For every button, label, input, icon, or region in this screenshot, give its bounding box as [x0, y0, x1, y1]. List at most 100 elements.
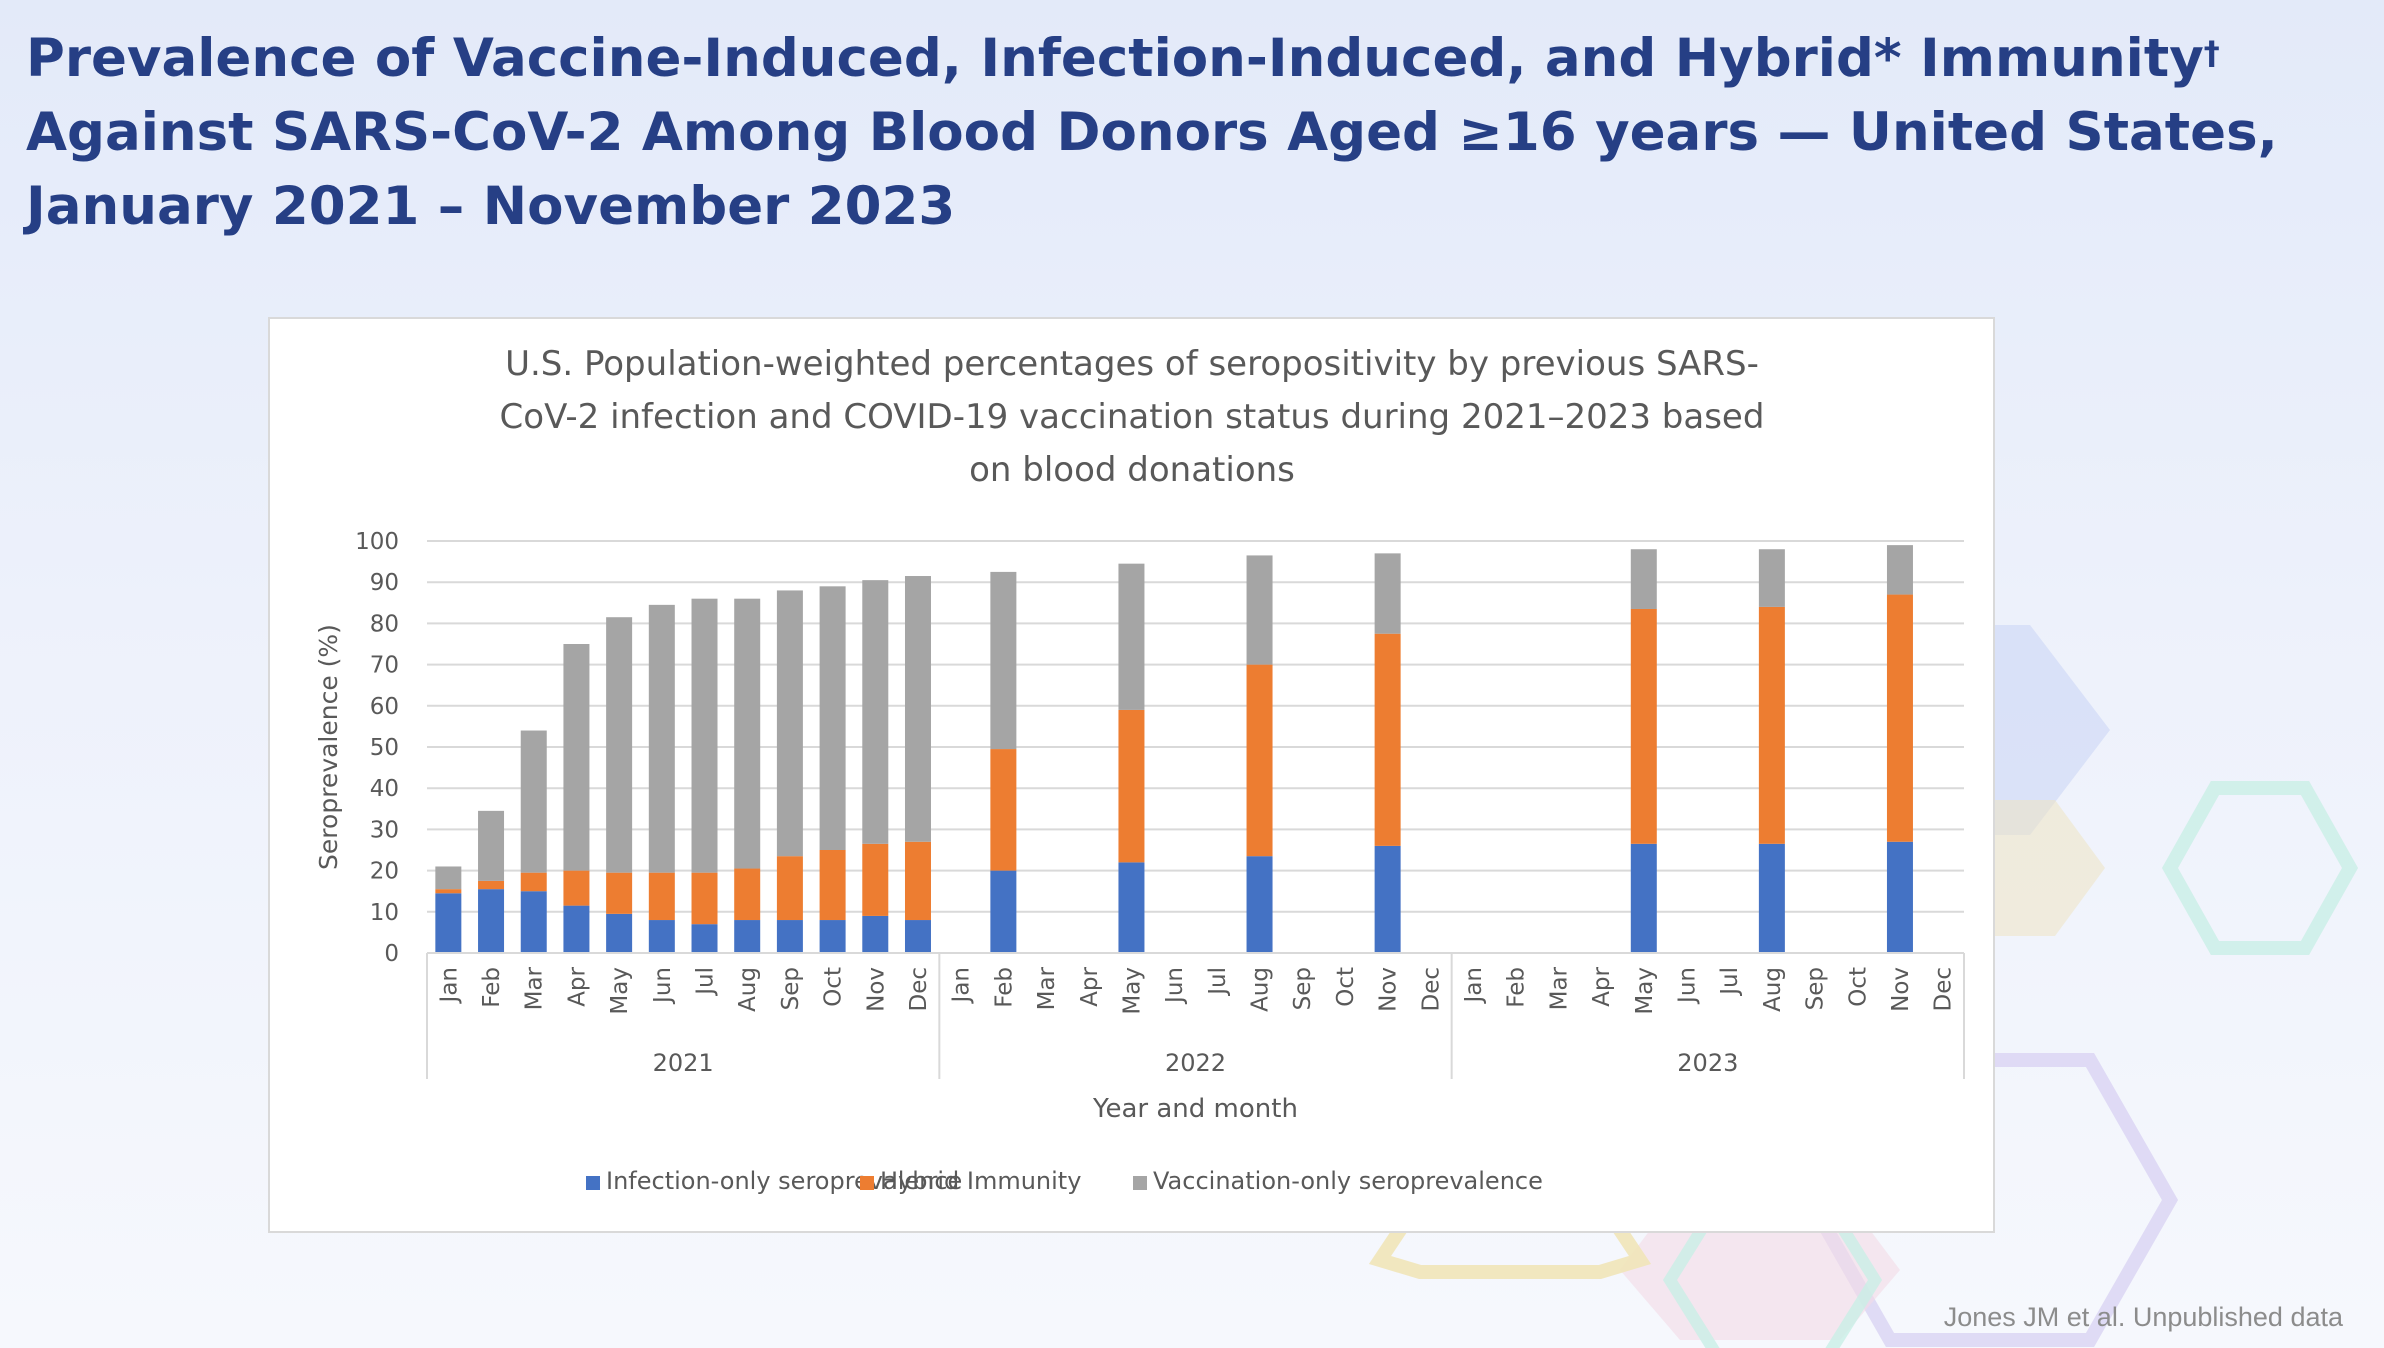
x-tick-month-label: Apr — [1589, 966, 1615, 1006]
source-note: Jones JM et al. Unpublished data — [1943, 1302, 2343, 1332]
bar-vaccination-only — [478, 810, 505, 881]
y-tick-label: 60 — [370, 694, 399, 720]
legend-label: Infection-only seroprevalence — [606, 1167, 962, 1195]
x-tick-month-label: Dec — [906, 967, 932, 1012]
chart-title-line: U.S. Population-weighted percentages of … — [505, 344, 1759, 384]
bar-hybrid-immunity — [734, 868, 761, 921]
bar-hybrid-immunity — [648, 872, 675, 921]
x-tick-month-label: Dec — [1931, 967, 1957, 1012]
bar-infection-only — [520, 891, 547, 953]
bar-hybrid-immunity — [1630, 608, 1657, 844]
bar-infection-only — [990, 870, 1017, 953]
x-tick-month-label: Mar — [1034, 966, 1060, 1010]
x-tick-month-label: Feb — [991, 967, 1017, 1008]
bar-vaccination-only — [1246, 555, 1273, 665]
slide-title: Prevalence of Vaccine-Induced, Infection… — [26, 22, 2356, 244]
x-tick-month-label: Feb — [1504, 967, 1530, 1008]
x-tick-month-label: Jun — [1674, 967, 1700, 1005]
x-tick-month-label: May — [1119, 967, 1145, 1015]
chart-title-line: CoV-2 infection and COVID-19 vaccination… — [500, 397, 1765, 437]
x-tick-month-label: Jul — [693, 967, 719, 997]
bar-hybrid-immunity — [478, 880, 505, 890]
bar-vaccination-only — [862, 580, 889, 844]
bar-hybrid-immunity — [819, 850, 846, 921]
bar-vaccination-only — [819, 586, 846, 850]
bar-infection-only — [1758, 843, 1785, 953]
x-tick-month-label: Jul — [1717, 967, 1743, 997]
x-tick-year-label: 2023 — [1677, 1049, 1738, 1077]
x-tick-month-label: Sep — [778, 967, 804, 1010]
bar-hybrid-immunity — [563, 870, 590, 906]
x-tick-month-label: Jun — [1162, 967, 1188, 1005]
x-tick-year-label: 2022 — [1165, 1049, 1226, 1077]
x-tick-month-label: Nov — [1376, 967, 1402, 1012]
bar-hybrid-immunity — [435, 889, 462, 894]
x-tick-month-label: Nov — [1888, 967, 1914, 1012]
y-tick-label: 70 — [370, 653, 399, 679]
x-tick-month-label: Aug — [735, 967, 761, 1012]
x-tick-month-label: Jun — [650, 967, 676, 1005]
x-tick-month-label: Oct — [1845, 967, 1871, 1007]
bar-vaccination-only — [606, 617, 633, 873]
bar-infection-only — [563, 905, 590, 953]
bar-infection-only — [1886, 841, 1913, 953]
y-tick-label: 30 — [370, 817, 399, 843]
x-tick-month-label: Feb — [479, 967, 505, 1008]
bar-vaccination-only — [1374, 553, 1401, 634]
bar-hybrid-immunity — [1246, 664, 1273, 857]
legend-label: Hybrid Immunity — [880, 1167, 1081, 1195]
bar-vaccination-only — [563, 644, 590, 871]
x-axis-label: Year and month — [1092, 1094, 1298, 1124]
x-tick-month-label: Jan — [949, 967, 975, 1004]
bar-infection-only — [776, 920, 803, 953]
bar-vaccination-only — [648, 604, 675, 873]
bar-infection-only — [904, 920, 931, 953]
x-tick-month-label: Aug — [1760, 967, 1786, 1012]
x-tick-year-label: 2021 — [653, 1049, 714, 1077]
bar-vaccination-only — [990, 571, 1017, 750]
bar-vaccination-only — [691, 598, 718, 873]
bar-vaccination-only — [1118, 563, 1145, 710]
bar-infection-only — [606, 913, 633, 953]
bar-hybrid-immunity — [862, 843, 889, 916]
legend-swatch — [586, 1176, 600, 1190]
bar-vaccination-only — [1758, 549, 1785, 607]
y-tick-label: 20 — [370, 859, 399, 885]
bar-hybrid-immunity — [1886, 594, 1913, 842]
y-tick-label: 80 — [370, 611, 399, 637]
x-tick-month-label: May — [1632, 967, 1658, 1015]
x-tick-month-label: Apr — [564, 966, 590, 1006]
x-tick-month-label: Sep — [1803, 967, 1829, 1010]
bar-infection-only — [1630, 843, 1657, 953]
x-tick-month-label: Dec — [1418, 967, 1444, 1012]
legend-swatch — [1133, 1176, 1147, 1190]
bar-vaccination-only — [435, 866, 462, 890]
chart-title-line: on blood donations — [969, 450, 1295, 490]
x-tick-month-label: Aug — [1248, 967, 1274, 1012]
bar-hybrid-immunity — [904, 841, 931, 921]
bar-infection-only — [734, 920, 761, 953]
bar-vaccination-only — [1630, 549, 1657, 609]
bar-infection-only — [1246, 856, 1273, 953]
bar-hybrid-immunity — [1118, 709, 1145, 863]
x-tick-month-label: Apr — [1077, 966, 1103, 1006]
x-tick-month-label: Jan — [1461, 967, 1487, 1004]
x-tick-month-label: Mar — [522, 966, 548, 1010]
x-tick-month-label: Oct — [1333, 967, 1359, 1007]
x-tick-month-label: Mar — [1546, 966, 1572, 1010]
bar-infection-only — [1374, 845, 1401, 953]
bar-infection-only — [862, 915, 889, 953]
hexagon-shape — [2161, 781, 2359, 955]
legend-swatch — [860, 1176, 874, 1190]
bar-vaccination-only — [734, 598, 761, 869]
bar-hybrid-immunity — [776, 856, 803, 921]
x-tick-month-label: Sep — [1290, 967, 1316, 1010]
x-tick-month-label: Jul — [1205, 967, 1231, 997]
y-tick-label: 0 — [384, 941, 399, 967]
bar-hybrid-immunity — [1374, 633, 1401, 846]
bar-infection-only — [478, 889, 505, 953]
x-tick-month-label: May — [607, 967, 633, 1015]
x-tick-month-label: Oct — [821, 967, 847, 1007]
bar-hybrid-immunity — [1758, 606, 1785, 844]
x-tick-month-label: Jan — [436, 967, 462, 1004]
